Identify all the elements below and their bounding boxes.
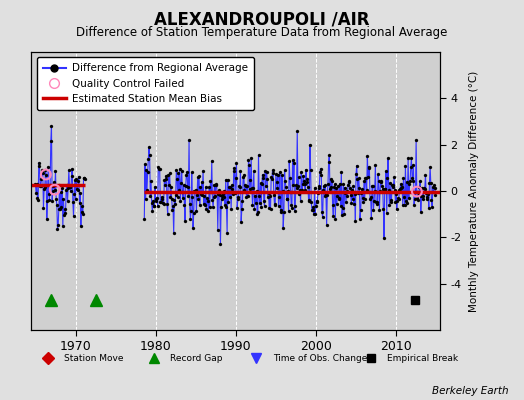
Difference from Regional Average [72,197,79,202]
Text: Difference of Station Temperature Data from Regional Average: Difference of Station Temperature Data f… [77,26,447,39]
Text: ALEXANDROUPOLI /AIR: ALEXANDROUPOLI /AIR [154,10,370,28]
Line: Difference from Regional Average: Difference from Regional Average [34,125,86,230]
Difference from Regional Average [36,163,42,168]
Difference from Regional Average [78,224,84,228]
Text: Time of Obs. Change: Time of Obs. Change [272,354,367,363]
Text: Record Gap: Record Gap [170,354,223,363]
Difference from Regional Average [74,188,81,192]
Difference from Regional Average [48,124,54,128]
Difference from Regional Average [54,226,61,231]
Point [413,188,421,195]
Difference from Regional Average [82,176,88,181]
Text: Empirical Break: Empirical Break [387,354,458,363]
Difference from Regional Average [32,182,39,186]
Text: Station Move: Station Move [64,354,124,363]
Point [50,186,59,193]
Legend: Difference from Regional Average, Quality Control Failed, Estimated Station Mean: Difference from Regional Average, Qualit… [37,57,254,110]
Point [42,171,50,178]
Y-axis label: Monthly Temperature Anomaly Difference (°C): Monthly Temperature Anomaly Difference (… [468,70,478,312]
Text: Berkeley Earth: Berkeley Earth [432,386,508,396]
Difference from Regional Average [71,192,78,197]
Difference from Regional Average [73,177,79,182]
